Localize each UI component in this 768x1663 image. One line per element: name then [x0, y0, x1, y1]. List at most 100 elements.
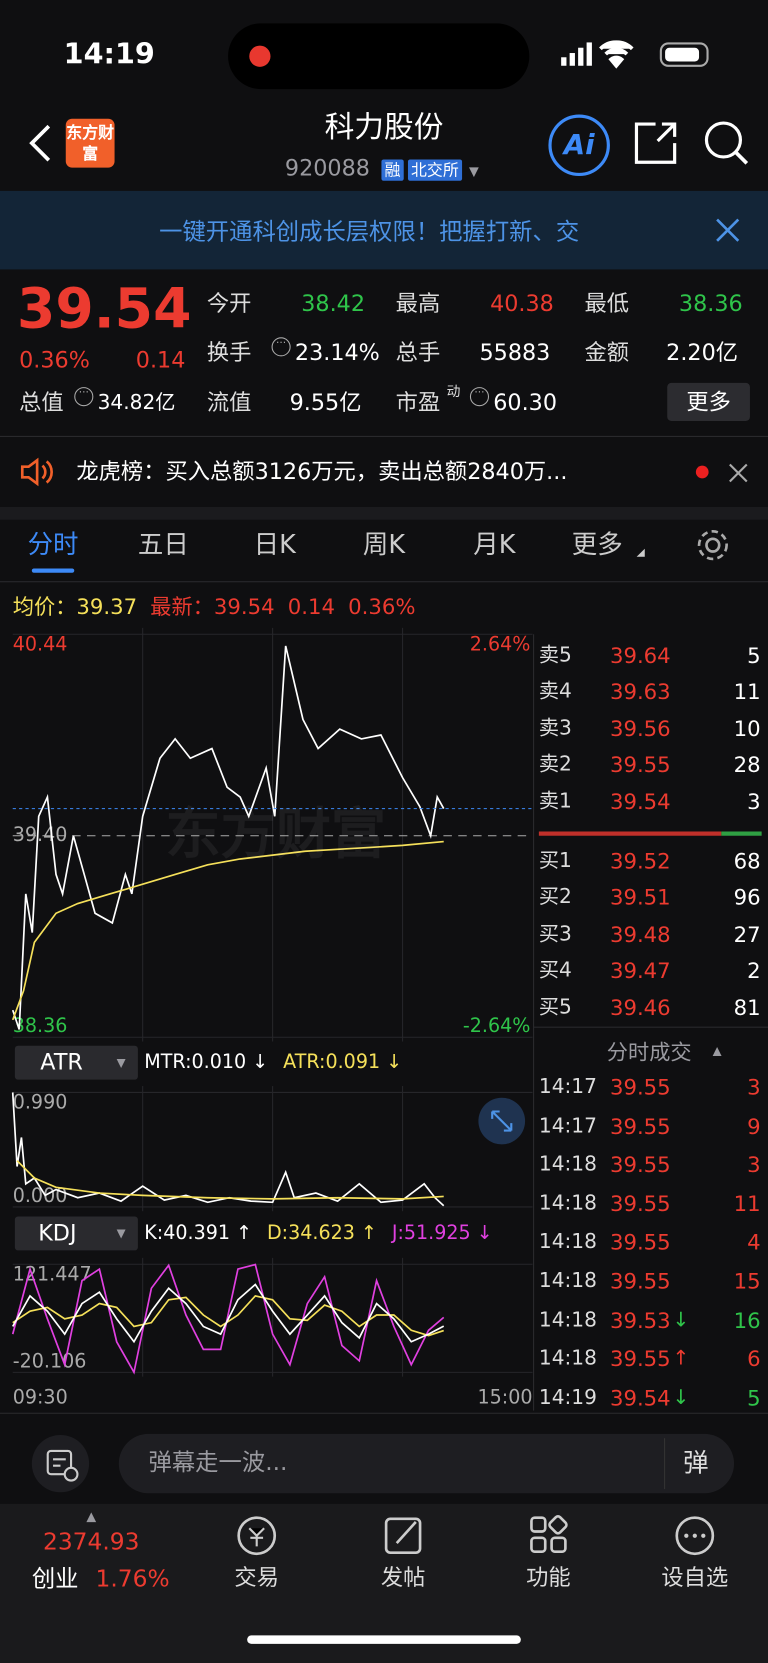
badge: 融: [381, 159, 404, 181]
y-tick-label: 121.447: [13, 1262, 92, 1285]
back-button[interactable]: [25, 122, 57, 164]
danmaku-button[interactable]: 弹: [683, 1448, 709, 1479]
tab[interactable]: 月K: [473, 529, 516, 560]
badge: 北交所: [407, 159, 462, 181]
share-button[interactable]: [632, 120, 679, 167]
book-level: 卖4: [538, 679, 572, 703]
trade-time: 14:18: [538, 1307, 597, 1332]
field-label: 换手: [206, 339, 252, 366]
notice-close[interactable]: [728, 462, 749, 483]
trade-time: 14:17: [538, 1113, 597, 1138]
indicator-select[interactable]: ATR ▼: [14, 1045, 138, 1080]
status-time: 14:19: [63, 37, 155, 71]
line-series: [11, 840, 444, 1021]
tab[interactable]: 周K: [362, 529, 406, 560]
ai-button[interactable]: Ai: [548, 114, 610, 177]
trade-time: 14:18: [538, 1346, 597, 1371]
trade-price: 39.55: [609, 1190, 671, 1217]
book-price: 39.46: [609, 994, 671, 1021]
book-volume: 96: [733, 884, 761, 910]
trade-volume: 9: [747, 1113, 761, 1139]
index-change[interactable]: 1.76%: [95, 1566, 170, 1593]
trade-volume: 3: [747, 1074, 761, 1100]
book-volume: 68: [733, 848, 761, 874]
avg-value: 39.37: [76, 593, 138, 620]
settings-button[interactable]: [695, 527, 731, 563]
book-level: 卖1: [538, 789, 572, 814]
book-price: 39.47: [609, 957, 671, 984]
y-tick-label: 39.40: [13, 823, 68, 846]
banner-text[interactable]: 一键开通科创成长层权限！把握打新、交: [159, 219, 580, 247]
info-icon[interactable]: ···: [74, 387, 94, 407]
y-tick-label: 40.44: [13, 632, 68, 655]
legend-entry: MTR:0.010 ↓: [144, 1051, 269, 1074]
avg-label: 均价：: [12, 593, 77, 620]
field-value: 2.20亿: [666, 339, 739, 366]
trade-price: 39.55: [609, 1113, 671, 1139]
app-logo[interactable]: 东方财富: [65, 118, 115, 168]
trade-time: 14:18: [538, 1191, 597, 1215]
tab[interactable]: 分时: [27, 529, 79, 560]
book-price: 39.48: [609, 921, 671, 948]
trade-arrow: ↓: [672, 1307, 690, 1332]
field-value: 38.36: [678, 291, 743, 317]
field-value: 55883: [479, 339, 551, 366]
search-button[interactable]: [702, 119, 751, 168]
book-price: 39.51: [609, 884, 671, 910]
trade-volume: 11: [733, 1190, 761, 1217]
trades-title[interactable]: 分时成交: [606, 1039, 692, 1065]
trade-volume: 5: [747, 1384, 761, 1411]
trade-price: 39.55: [609, 1268, 671, 1294]
notice-text[interactable]: 龙虎榜：买入总额3126万元，卖出总额2840万...: [76, 458, 568, 485]
indicator-select[interactable]: KDJ ▼: [14, 1216, 138, 1251]
nav-item[interactable]: 发帖: [380, 1564, 426, 1591]
last-price: 39.54: [16, 277, 192, 342]
book-volume: 27: [733, 921, 761, 948]
watermark: 东方财富: [166, 803, 387, 867]
field-label: 最低: [584, 291, 630, 317]
latest-change: 0.14: [287, 593, 335, 620]
book-price: 39.55: [609, 751, 671, 778]
tab[interactable]: 日K: [253, 529, 296, 560]
index-name[interactable]: 创业: [31, 1566, 79, 1593]
index-value[interactable]: 2374.93: [42, 1529, 140, 1556]
book-level: 买2: [538, 885, 572, 909]
x-tick-label: 15:00: [478, 1385, 533, 1408]
line-series: [11, 1263, 445, 1375]
y-tick-label: 0.990: [13, 1091, 68, 1114]
atr-legend: MTR:0.010 ↓ ATR:0.091 ↓: [144, 1051, 417, 1074]
banner[interactable]: [0, 190, 768, 270]
comment-icon[interactable]: [31, 1434, 90, 1493]
field-value: 34.82亿: [97, 390, 176, 415]
change-pct: 0.36%: [19, 347, 90, 373]
latest-value: 39.54: [213, 593, 275, 620]
intraday-legend: 均价：39.37 最新：39.54 0.14 0.36%: [13, 594, 416, 619]
info-icon[interactable]: ···: [271, 337, 291, 357]
banner-close[interactable]: [714, 216, 742, 244]
field-value: 60.30: [493, 389, 558, 416]
nav-item[interactable]: 交易: [234, 1564, 279, 1591]
line-series: [11, 1092, 445, 1207]
tab[interactable]: 更多: [571, 529, 623, 560]
book-level: 买3: [538, 922, 572, 946]
field-value: 23.14%: [294, 339, 380, 366]
comment-input[interactable]: [118, 1433, 735, 1494]
tab[interactable]: 五日: [137, 529, 189, 560]
field-value: 40.38: [490, 291, 554, 317]
more-button[interactable]: 更多: [667, 382, 750, 422]
nav-item[interactable]: 设自选: [661, 1564, 729, 1591]
nav-item[interactable]: 功能: [526, 1564, 571, 1591]
book-volume: 10: [733, 715, 761, 742]
info-icon[interactable]: ···: [469, 387, 490, 407]
field-label: 总值: [19, 389, 64, 416]
trade-price: 39.55: [609, 1074, 671, 1100]
latest-change-pct: 0.36%: [348, 593, 416, 620]
trade-time: 14:19: [538, 1385, 597, 1409]
stock-title: 科力股份: [324, 109, 444, 145]
y2-tick-label: 2.64%: [470, 632, 531, 655]
comment-placeholder[interactable]: 弹幕走一波...: [148, 1449, 288, 1477]
trade-price: 39.53: [609, 1307, 671, 1333]
